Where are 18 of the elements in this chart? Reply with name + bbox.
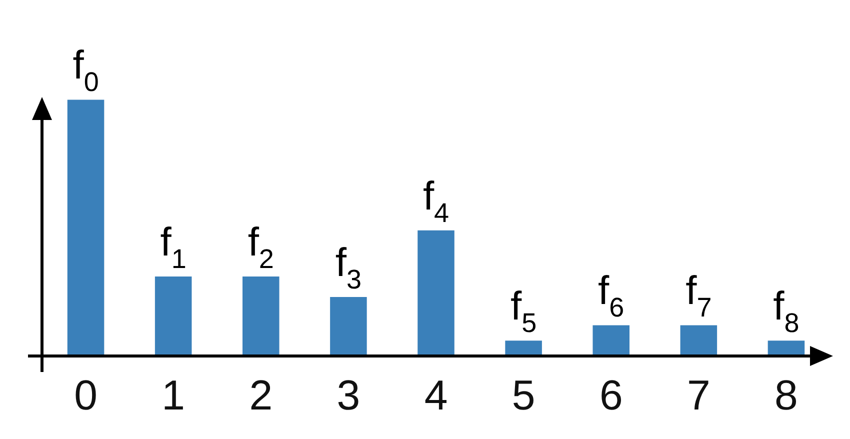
bar <box>154 276 192 356</box>
bar <box>680 325 718 356</box>
bar <box>592 325 630 356</box>
x-tick-label: 6 <box>599 372 623 418</box>
bar <box>505 340 542 356</box>
bar <box>330 297 367 356</box>
x-tick-label: 7 <box>686 372 710 418</box>
bar <box>67 100 104 356</box>
x-tick-label: 8 <box>774 372 798 418</box>
bar <box>242 276 280 356</box>
x-tick-label: 1 <box>162 372 186 418</box>
x-tick-label: 5 <box>512 372 536 418</box>
x-tick-label: 2 <box>249 372 273 418</box>
bar <box>418 230 454 356</box>
x-tick-label: 0 <box>74 372 98 418</box>
bar <box>768 340 805 356</box>
x-tick-label: 4 <box>424 372 448 418</box>
x-tick-label: 3 <box>336 372 360 418</box>
